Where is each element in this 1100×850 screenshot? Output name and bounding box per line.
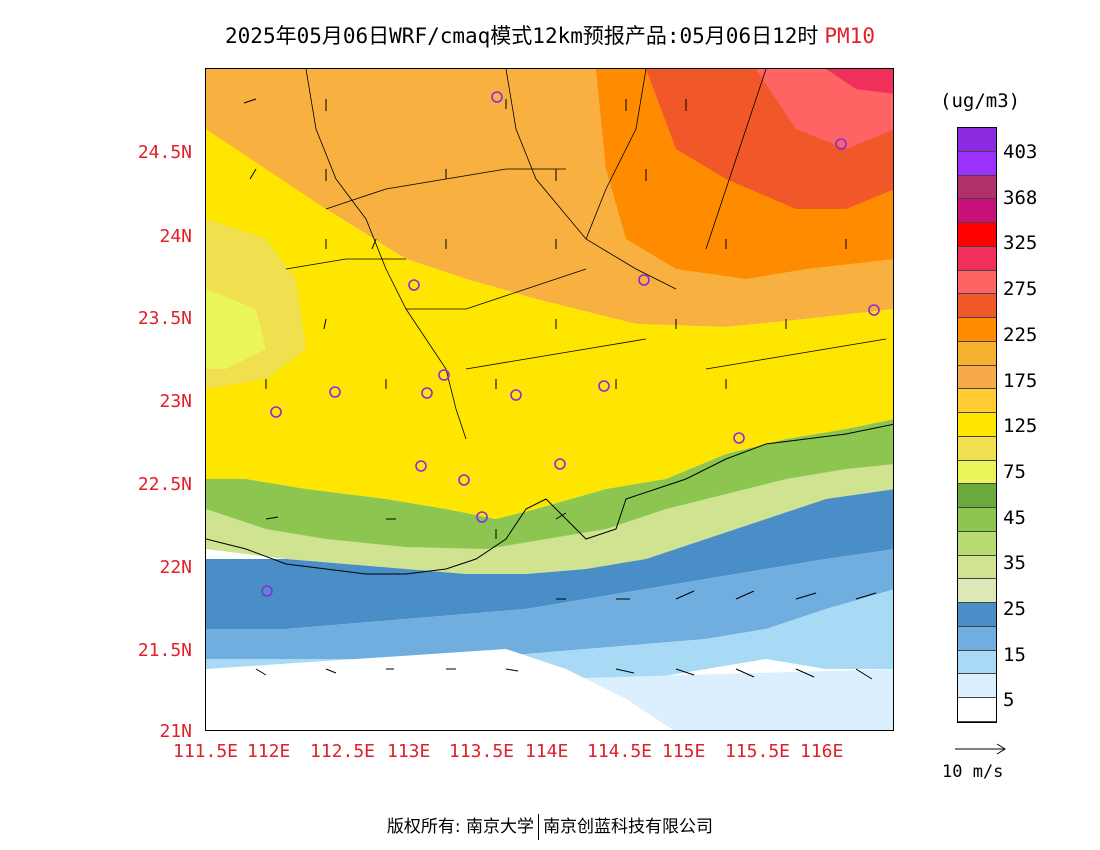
colorbar-segment xyxy=(958,294,996,319)
colorbar-segment xyxy=(958,223,996,247)
colorbar-segment xyxy=(958,484,996,509)
colorbar-label: 25 xyxy=(1003,598,1026,620)
title-pollutant: PM10 xyxy=(824,24,875,48)
colorbar xyxy=(957,127,997,723)
colorbar-segment xyxy=(958,270,996,295)
footer-left: 版权所有: 南京大学 xyxy=(386,817,535,837)
coastline xyxy=(206,423,893,575)
footer-right: 南京创蓝科技有限公司 xyxy=(543,817,714,837)
colorbar-segment xyxy=(958,246,996,271)
colorbar-label: 325 xyxy=(1003,232,1038,255)
zone-lightgreen-coast xyxy=(206,464,893,574)
colorbar-segment xyxy=(958,460,996,485)
x-tick-label: 113E xyxy=(387,741,431,762)
colorbar-label: 125 xyxy=(1003,415,1038,438)
wind-reference-arrow-icon xyxy=(955,743,1006,755)
colorbar-label: 35 xyxy=(1003,552,1026,575)
copyright-footer: 版权所有: 南京大学 南京创蓝科技有限公司 xyxy=(0,812,1100,840)
x-tick-label: 112.5E xyxy=(310,741,376,762)
y-tick-label: 23.5N xyxy=(137,308,192,329)
colorbar-segment xyxy=(958,603,996,627)
colorbar-segment xyxy=(958,318,996,342)
colorbar-segment xyxy=(958,389,996,414)
y-tick-label: 23N xyxy=(159,391,192,412)
title-main: 2025年05月06日WRF/cmaq模式12km预报产品:05月06日12时 xyxy=(225,24,819,48)
colorbar-label: 15 xyxy=(1003,643,1026,666)
colorbar-segment xyxy=(958,365,996,390)
colorbar-label: 175 xyxy=(1003,369,1038,392)
x-tick-label: 112E xyxy=(247,741,291,762)
wind-arrows xyxy=(243,98,877,680)
colorbar-segment xyxy=(958,199,996,224)
station-markers xyxy=(261,91,880,597)
zone-lightyellow xyxy=(206,289,266,369)
colorbar-segment xyxy=(958,436,996,461)
colorbar-segment xyxy=(958,650,996,675)
x-tick-label: 115E xyxy=(662,741,706,762)
colorbar-unit: (ug/m3) xyxy=(940,90,1021,112)
map-title: 2025年05月06日WRF/cmaq模式12km预报产品:05月06日12时 P… xyxy=(0,20,1100,50)
colorbar-segment xyxy=(958,128,996,152)
map-canvas xyxy=(206,69,893,730)
x-tick-label: 111.5E xyxy=(173,741,239,762)
colorbar-label: 75 xyxy=(1003,460,1026,483)
y-tick-label: 24.5N xyxy=(137,142,192,163)
y-tick-label: 21N xyxy=(159,721,192,742)
zone-green-coast xyxy=(206,419,893,559)
x-tick-label: 116E xyxy=(800,741,844,762)
colorbar-segment xyxy=(958,175,996,200)
colorbar-label: 5 xyxy=(1003,689,1015,712)
x-tick-label: 113.5E xyxy=(449,741,515,762)
colorbar-segment xyxy=(958,626,996,651)
colorbar-label: 275 xyxy=(1003,278,1038,301)
colorbar-segment xyxy=(958,555,996,580)
colorbar-segment xyxy=(958,531,996,556)
colorbar-segment xyxy=(958,579,996,604)
x-tick-label: 114E xyxy=(525,741,569,762)
pm10-map[interactable] xyxy=(205,68,894,731)
y-tick-label: 24N xyxy=(159,226,192,247)
zone-blue-dark xyxy=(206,489,893,639)
colorbar-segment xyxy=(958,698,996,722)
zone-crimson xyxy=(826,69,893,94)
colorbar-label: 403 xyxy=(1003,141,1038,163)
y-tick-label: 22N xyxy=(159,557,192,578)
colorbar-segment xyxy=(958,674,996,699)
zone-white-sea xyxy=(206,649,673,730)
colorbar-label: 368 xyxy=(1003,186,1038,209)
zone-blue-mid xyxy=(206,549,893,659)
colorbar-segment xyxy=(958,341,996,366)
y-tick-label: 21.5N xyxy=(137,640,192,661)
x-tick-label: 115.5E xyxy=(725,741,791,762)
wind-reference-label: 10 m/s xyxy=(942,762,1004,782)
colorbar-label: 225 xyxy=(1003,323,1038,346)
y-tick-label: 22.5N xyxy=(137,474,192,495)
zone-yellow xyxy=(206,129,893,519)
colorbar-segment xyxy=(958,413,996,437)
colorbar-segment xyxy=(958,508,996,532)
x-tick-label: 114.5E xyxy=(587,741,653,762)
colorbar-segment xyxy=(958,151,996,176)
footer-separator xyxy=(538,814,540,840)
colorbar-label: 45 xyxy=(1003,506,1026,529)
